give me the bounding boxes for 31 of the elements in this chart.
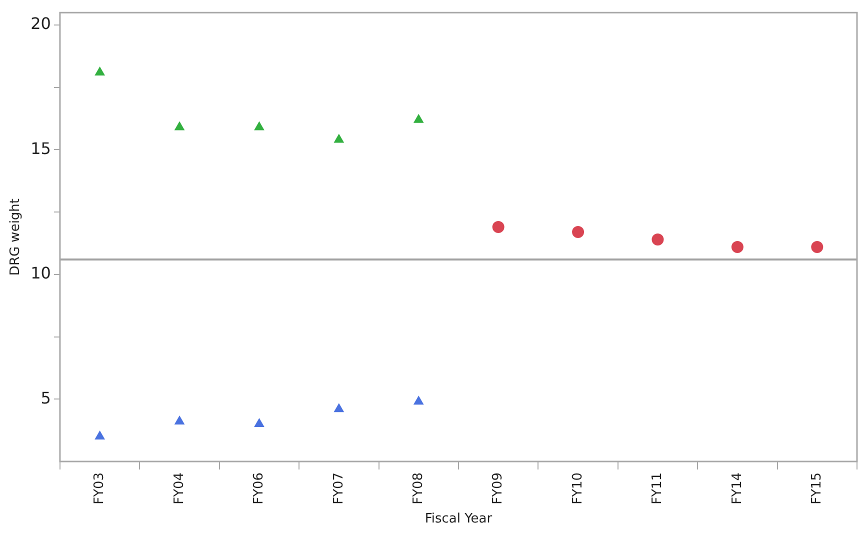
point xyxy=(334,134,344,143)
y-tick-label: 10 xyxy=(30,264,51,283)
point xyxy=(492,221,504,234)
x-tick-label: FY07 xyxy=(331,472,346,504)
point xyxy=(413,396,424,405)
x-tick-label: FY03 xyxy=(92,472,108,504)
y-tick-label: 5 xyxy=(40,388,51,408)
point xyxy=(731,240,744,253)
y-tick-label: 20 xyxy=(30,14,51,34)
point xyxy=(94,66,106,76)
x-tick-label: FY10 xyxy=(570,472,586,504)
x-tick-label: FY14 xyxy=(730,472,745,504)
point xyxy=(174,121,185,130)
point xyxy=(254,418,264,428)
point xyxy=(572,226,584,238)
x-tick-label: FY15 xyxy=(810,472,825,504)
point xyxy=(413,114,424,123)
point xyxy=(811,240,824,253)
x-tick-label: FY04 xyxy=(172,472,187,504)
x-tick-label: FY06 xyxy=(252,472,267,504)
point xyxy=(652,234,664,246)
point xyxy=(174,416,185,425)
point xyxy=(94,430,106,440)
y-axis-title: DRG weight xyxy=(8,198,24,276)
y-tick-label: 15 xyxy=(30,138,51,158)
x-tick-label: FY08 xyxy=(411,472,426,504)
point xyxy=(334,403,344,412)
point xyxy=(254,121,264,130)
x-axis-title: Fiscal Year xyxy=(424,512,493,527)
x-tick-label: FY11 xyxy=(650,472,666,504)
x-tick-label: FY09 xyxy=(490,472,506,504)
